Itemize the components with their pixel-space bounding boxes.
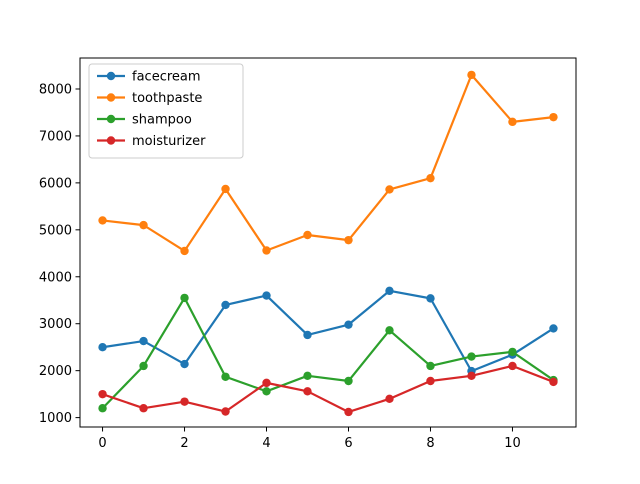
data-point-moisturizer-0 bbox=[98, 389, 107, 399]
legend-label: facecream bbox=[132, 70, 201, 85]
data-point-shampoo-7 bbox=[385, 326, 394, 335]
x-tick-label: 0 bbox=[98, 436, 106, 451]
data-point-shampoo-8 bbox=[426, 361, 435, 371]
series-line-shampoo bbox=[100, 296, 555, 410]
legend-swatch-marker bbox=[106, 93, 116, 102]
y-tick-label: 5000 bbox=[39, 223, 72, 238]
data-point-facecream-3 bbox=[221, 300, 230, 310]
data-point-toothpaste-2 bbox=[180, 246, 189, 256]
data-point-toothpaste-10 bbox=[508, 117, 517, 127]
series-moisturizer bbox=[98, 361, 558, 417]
y-tick-label: 3000 bbox=[39, 317, 72, 332]
x-tick-label: 2 bbox=[180, 436, 188, 451]
x-tick-label: 4 bbox=[262, 436, 270, 451]
legend: facecream toothpaste shampoo moisturizer bbox=[88, 63, 244, 159]
x-tick-label: 8 bbox=[426, 436, 434, 451]
data-point-shampoo-4 bbox=[262, 387, 271, 396]
data-point-toothpaste-3 bbox=[221, 184, 230, 194]
legend-label: toothpaste bbox=[132, 91, 202, 106]
data-point-facecream-0 bbox=[98, 342, 107, 352]
y-tick-label: 1000 bbox=[39, 411, 72, 426]
y-tick-label: 2000 bbox=[39, 364, 72, 379]
legend-swatch-marker bbox=[106, 71, 116, 81]
legend-label: shampoo bbox=[132, 113, 192, 128]
y-tick-label: 4000 bbox=[39, 270, 72, 285]
x-tick-label: 10 bbox=[504, 436, 521, 451]
y-tick-label: 8000 bbox=[39, 82, 72, 97]
data-point-moisturizer-5 bbox=[303, 387, 312, 396]
data-point-toothpaste-11 bbox=[549, 112, 558, 122]
data-point-moisturizer-3 bbox=[221, 407, 230, 416]
data-point-moisturizer-11 bbox=[549, 377, 558, 387]
series-shampoo bbox=[98, 293, 558, 413]
data-point-moisturizer-2 bbox=[180, 397, 189, 406]
series-line-toothpaste bbox=[101, 73, 555, 253]
data-point-toothpaste-4 bbox=[262, 246, 271, 255]
data-point-toothpaste-5 bbox=[303, 230, 312, 240]
data-point-facecream-5 bbox=[303, 330, 312, 340]
axes-frame bbox=[79, 57, 577, 428]
data-point-shampoo-2 bbox=[180, 293, 189, 303]
y-tick-label: 6000 bbox=[39, 176, 72, 191]
data-point-shampoo-0 bbox=[98, 404, 107, 413]
plot-marks bbox=[98, 70, 558, 417]
data-point-moisturizer-7 bbox=[385, 394, 394, 404]
series-toothpaste bbox=[98, 70, 558, 256]
data-point-toothpaste-0 bbox=[98, 216, 107, 225]
data-point-moisturizer-4 bbox=[262, 378, 271, 388]
data-point-facecream-1 bbox=[139, 336, 148, 346]
data-point-toothpaste-9 bbox=[467, 70, 476, 80]
data-point-moisturizer-9 bbox=[467, 371, 476, 381]
data-point-shampoo-3 bbox=[221, 372, 230, 381]
data-point-facecream-8 bbox=[426, 294, 435, 303]
data-point-shampoo-10 bbox=[508, 347, 517, 357]
legend-item-toothpaste: toothpaste bbox=[97, 91, 202, 106]
series-facecream bbox=[98, 286, 558, 376]
data-point-toothpaste-7 bbox=[385, 185, 394, 194]
data-point-toothpaste-8 bbox=[426, 173, 435, 183]
x-tick-label: 6 bbox=[344, 436, 352, 451]
data-point-shampoo-5 bbox=[303, 371, 312, 381]
data-point-moisturizer-1 bbox=[139, 404, 148, 413]
data-point-moisturizer-10 bbox=[508, 361, 517, 371]
data-point-facecream-2 bbox=[180, 359, 189, 369]
data-point-shampoo-6 bbox=[344, 376, 353, 386]
legend-swatch-marker bbox=[106, 114, 116, 124]
data-point-shampoo-1 bbox=[139, 361, 148, 371]
data-point-facecream-6 bbox=[344, 320, 353, 329]
legend-item-shampoo: shampoo bbox=[97, 113, 192, 128]
data-point-shampoo-9 bbox=[467, 352, 476, 361]
data-point-moisturizer-8 bbox=[426, 376, 435, 386]
data-point-toothpaste-1 bbox=[139, 220, 148, 230]
data-point-facecream-7 bbox=[385, 286, 394, 296]
series-line-moisturizer bbox=[101, 364, 555, 414]
data-point-toothpaste-6 bbox=[344, 235, 353, 245]
data-point-moisturizer-6 bbox=[344, 407, 353, 417]
legend-label: moisturizer bbox=[132, 134, 206, 149]
legend-box bbox=[88, 63, 244, 159]
legend-item-moisturizer: moisturizer bbox=[97, 134, 206, 149]
data-point-facecream-4 bbox=[262, 291, 271, 300]
legend-swatch-marker bbox=[106, 136, 116, 145]
y-tick-label: 7000 bbox=[39, 129, 72, 144]
series-line-facecream bbox=[101, 289, 555, 373]
axis-ticks: 0 2 4 6 8 10 1000 2000 3000 4000 5000 6000 7000 8000 bbox=[39, 82, 521, 451]
legend-item-facecream: facecream bbox=[97, 70, 201, 85]
data-point-facecream-11 bbox=[549, 324, 558, 333]
